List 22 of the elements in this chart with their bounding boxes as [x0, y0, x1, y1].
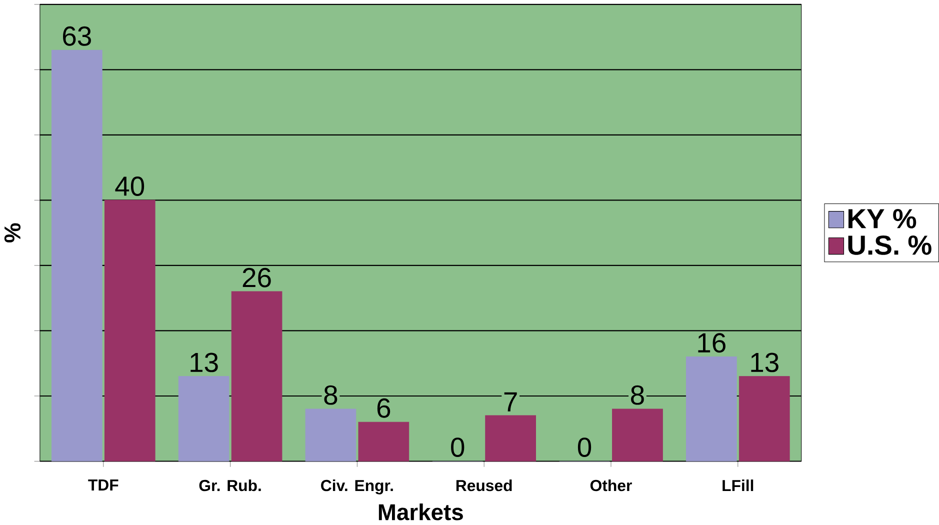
x-tick-label: TDF [88, 480, 118, 491]
x-tick-label: Reused [456, 480, 512, 492]
x-tick-label: Civ. Engr. [321, 480, 393, 495]
data-label: 40 [115, 176, 144, 196]
data-label: 16 [698, 333, 726, 353]
data-label: 63 [63, 26, 91, 46]
y-axis-title: % [4, 223, 21, 243]
legend-label: U.S. % [848, 236, 932, 256]
x-tick-label: Gr. Rub. [199, 480, 261, 492]
data-label: 0 [578, 438, 592, 458]
data-label: 8 [631, 385, 644, 405]
data-label: 13 [190, 352, 218, 372]
data-label: 0 [451, 438, 464, 458]
data-label: 6 [377, 398, 390, 418]
x-tick-label: LFill [722, 480, 754, 492]
data-label: 26 [242, 268, 271, 288]
legend-label: KY % [848, 209, 916, 229]
x-tick-label: Other [590, 480, 632, 492]
x-axis-title: Markets [378, 504, 463, 520]
data-label: 8 [324, 385, 338, 405]
data-label: 13 [751, 352, 778, 372]
data-label: 7 [504, 392, 517, 412]
